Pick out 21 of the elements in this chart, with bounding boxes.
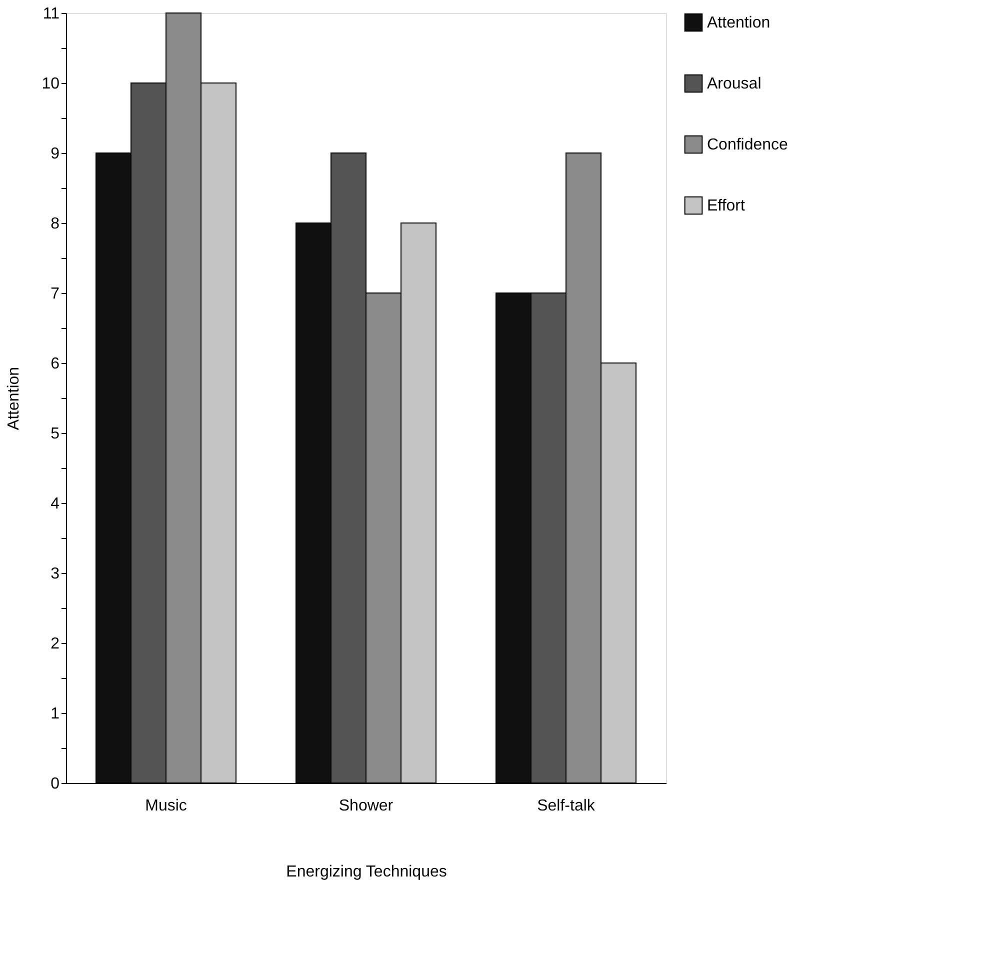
y-tick-label: 1 xyxy=(50,706,60,722)
y-tick-label: 3 xyxy=(50,566,60,582)
y-tick-label: 9 xyxy=(50,146,60,162)
y-tick-label: 6 xyxy=(50,356,60,372)
legend-label: Attention xyxy=(707,14,770,32)
x-tick-label: Music xyxy=(145,798,187,814)
x-tick-label: Self-talk xyxy=(537,798,596,814)
y-tick-label: 0 xyxy=(50,776,60,792)
legend-label: Confidence xyxy=(707,136,788,154)
x-tick-label: Shower xyxy=(338,798,394,814)
y-tick-label: 11 xyxy=(42,6,60,22)
x-axis-title: Energizing Techniques xyxy=(286,864,447,880)
y-tick-label: 7 xyxy=(50,286,60,302)
y-tick-label: 4 xyxy=(50,496,60,512)
legend-label: Effort xyxy=(707,198,746,214)
y-tick-label: 10 xyxy=(42,76,60,92)
legend-label: Arousal xyxy=(707,76,762,92)
y-tick-label: 2 xyxy=(50,636,60,652)
y-tick-label: 5 xyxy=(50,426,60,442)
y-tick-label: 8 xyxy=(50,216,60,232)
y-axis-title: Attention xyxy=(6,366,23,430)
